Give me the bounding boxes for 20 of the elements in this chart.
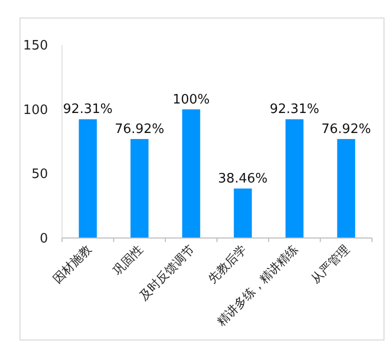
data-label: 92.31% — [270, 102, 320, 118]
data-label: 100% — [172, 92, 210, 108]
bar — [130, 139, 148, 238]
y-tick-label: 50 — [31, 167, 48, 182]
bar — [182, 109, 200, 238]
data-label: 76.92% — [114, 122, 164, 138]
x-tick-label: 因材施教 — [50, 242, 94, 286]
bar — [337, 139, 356, 238]
x-tick-label: 先教后学 — [205, 242, 249, 286]
data-label: 38.46% — [218, 172, 268, 187]
bar — [286, 119, 304, 238]
y-tick-label: 100 — [23, 102, 48, 118]
x-tick-label: 巩固性 — [110, 242, 146, 278]
data-label: 92.31% — [63, 102, 113, 118]
data-label: 76.92% — [321, 122, 371, 138]
y-tick-label: 150 — [23, 38, 48, 54]
y-tick-label: 0 — [40, 232, 48, 246]
x-tick-label: 从严管理 — [308, 242, 352, 286]
bar — [78, 119, 97, 238]
bar — [234, 188, 252, 238]
